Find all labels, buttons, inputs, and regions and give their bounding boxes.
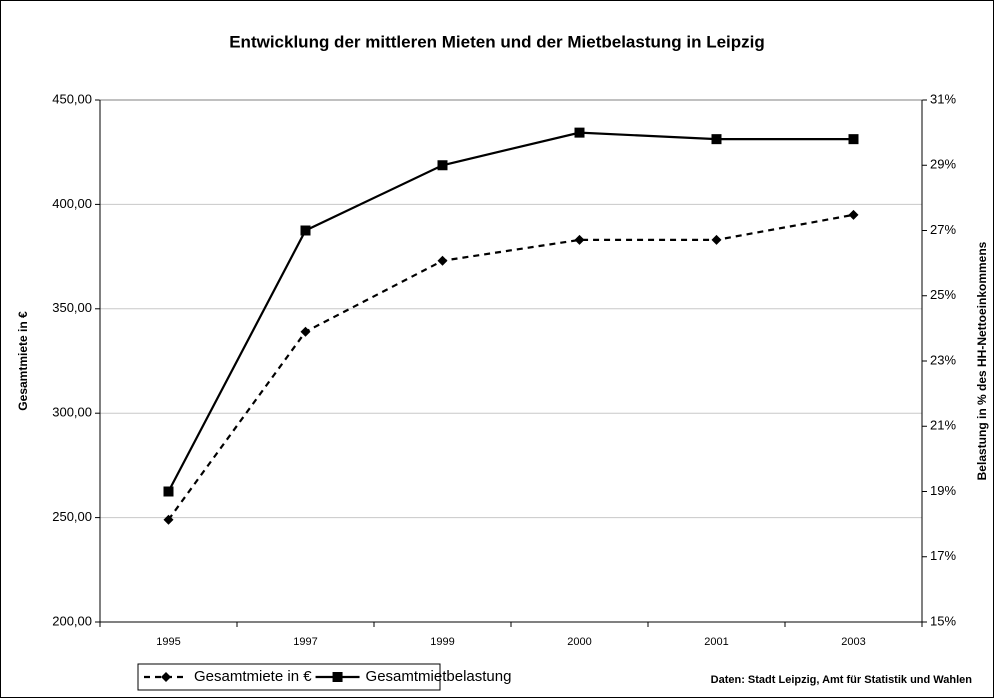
x-tick-label: 2000	[567, 636, 591, 648]
y2-tick-label: 21%	[930, 418, 956, 433]
y-tick-label: 250,00	[52, 509, 92, 524]
data-point	[437, 160, 448, 171]
legend-label: Gesamtmiete in €	[194, 668, 312, 685]
data-point	[711, 234, 722, 245]
legend-marker	[332, 672, 343, 682]
y2-tick-label: 29%	[930, 157, 956, 172]
x-tick-label: 1999	[430, 636, 454, 648]
data-point	[574, 127, 585, 138]
y2-tick-label: 27%	[930, 222, 956, 237]
y2-tick-label: 19%	[930, 483, 956, 498]
y2-tick-label: 15%	[930, 613, 956, 628]
data-point	[300, 225, 311, 236]
series-line	[167, 213, 854, 521]
data-point	[163, 514, 174, 525]
y-tick-label: 300,00	[52, 405, 92, 420]
y2-tick-label: 25%	[930, 287, 956, 302]
y-axis-title: Gesamtmiete in €	[16, 311, 30, 411]
chart-title: Entwicklung der mittleren Mieten und der…	[229, 32, 765, 51]
data-point	[848, 134, 859, 145]
y2-tick-label: 23%	[930, 352, 956, 367]
data-point	[300, 326, 311, 337]
x-tick-label: 1997	[293, 636, 317, 648]
y-tick-label: 400,00	[52, 196, 92, 211]
legend-box	[137, 663, 441, 691]
source-note: Daten: Stadt Leipzig, Amt für Statistik …	[711, 674, 973, 686]
x-tick-label: 2003	[841, 636, 865, 648]
x-tick-label: 2001	[704, 636, 728, 648]
legend-label: Gesamtmietbelastung	[366, 668, 512, 685]
y-tick-label: 200,00	[52, 613, 92, 628]
y2-tick-label: 17%	[930, 548, 956, 563]
series-line	[167, 131, 854, 493]
y2-tick-label: 31%	[930, 91, 956, 106]
x-tick-label: 1995	[156, 636, 180, 648]
data-point	[711, 134, 722, 145]
y-tick-label: 350,00	[52, 300, 92, 315]
data-point	[574, 234, 585, 245]
legend-marker	[161, 672, 171, 682]
y2-axis-title: Belastung in % des HH-Nettoeinkommens	[975, 241, 989, 480]
data-point	[163, 486, 174, 497]
data-point	[848, 209, 859, 220]
y-tick-label: 450,00	[52, 91, 92, 106]
data-point	[437, 255, 448, 266]
